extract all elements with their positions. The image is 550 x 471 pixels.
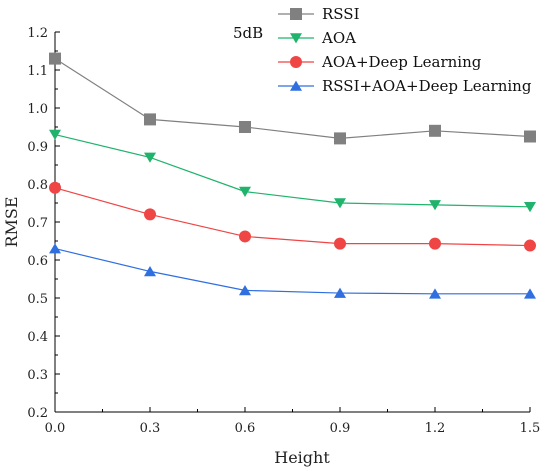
data-point: [429, 124, 441, 137]
legend-label: AOA: [321, 29, 356, 47]
x-tick-label: 0.0: [45, 421, 66, 436]
data-point: [49, 181, 61, 194]
data-point: [144, 113, 156, 126]
y-tick-label: 1.1: [27, 64, 48, 79]
legend-marker: [290, 33, 302, 44]
legend-marker: [290, 56, 302, 68]
x-tick-label: 0.3: [140, 421, 161, 436]
series-0: [49, 52, 536, 145]
data-point: [239, 285, 251, 296]
series-line: [54, 248, 530, 295]
data-point: [239, 121, 251, 133]
y-tick-label: 0.8: [27, 178, 48, 193]
y-tick-label: 0.4: [27, 330, 48, 345]
x-tick-label: 0.6: [235, 421, 256, 436]
data-point: [429, 237, 441, 250]
data-point: [429, 200, 441, 211]
series-3: [49, 243, 536, 299]
data-point: [524, 130, 536, 143]
data-point: [49, 129, 61, 140]
x-tick-label: 0.9: [330, 421, 351, 436]
data-point: [49, 243, 61, 254]
legend-label: RSSI: [322, 5, 360, 23]
data-point: [524, 288, 536, 299]
data-point: [334, 132, 346, 145]
series-line: [54, 134, 531, 208]
x-axis-label: Height: [274, 448, 330, 467]
data-point: [144, 266, 156, 277]
legend-entry: RSSI: [278, 5, 360, 23]
legend-label: RSSI+AOA+Deep Learning: [322, 77, 532, 95]
data-point: [144, 152, 156, 163]
data-point: [334, 198, 346, 209]
y-tick-label: 1.2: [27, 26, 48, 41]
data-point: [144, 208, 156, 221]
y-tick-label: 1.0: [27, 102, 48, 117]
y-tick-label: 0.2: [27, 406, 48, 421]
legend: RSSI AOA AOA+Deep Learning RSSI+AOA+Deep Le…: [278, 5, 532, 95]
data-point: [239, 230, 251, 243]
series-2: [49, 181, 536, 252]
y-tick-label: 0.7: [27, 216, 48, 231]
data-point: [49, 52, 61, 65]
y-tick-label: 0.3: [27, 368, 48, 383]
data-point: [429, 288, 441, 299]
data-point: [524, 239, 536, 252]
series-line: [54, 187, 531, 247]
data-point: [239, 186, 251, 197]
annotation: 5dB: [233, 24, 263, 42]
legend-label: AOA+Deep Learning: [321, 53, 482, 71]
y-tick-label: 0.6: [27, 254, 48, 269]
axes: 0.2 0.3 0.4 0.5 0.6 0.7 0.8 0.9 1.0 1.1 1.2 0.0 0.3 0…: [27, 26, 540, 436]
data-point: [524, 202, 536, 213]
y-tick-label: 0.9: [27, 140, 48, 155]
legend-entry: RSSI+AOA+Deep Learning: [278, 77, 532, 95]
legend-entry: AOA: [278, 29, 356, 47]
data-point: [334, 287, 346, 298]
legend-marker: [290, 8, 302, 20]
y-tick-label: 0.5: [27, 292, 48, 307]
series-1: [49, 129, 536, 213]
x-tick-label: 1.5: [520, 421, 541, 436]
x-tick-label: 1.2: [425, 421, 446, 436]
y-axis-label: RMSE: [2, 196, 21, 247]
series-line: [54, 58, 531, 140]
legend-entry: AOA+Deep Learning: [278, 53, 482, 71]
legend-marker: [290, 80, 302, 91]
data-point: [334, 237, 346, 250]
series-layer: [49, 52, 536, 299]
